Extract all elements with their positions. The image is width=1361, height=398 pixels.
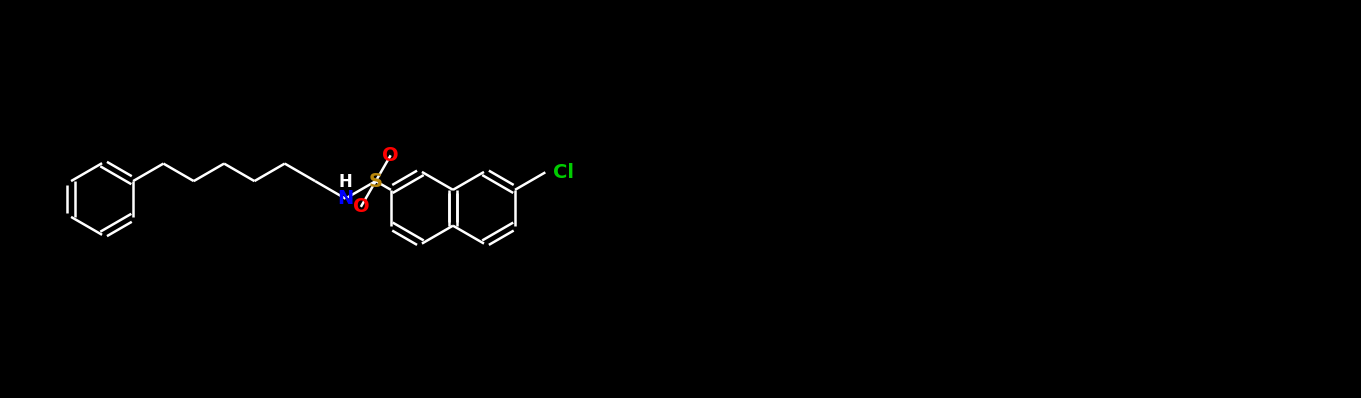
Text: N: N bbox=[338, 189, 354, 208]
Text: H: H bbox=[339, 173, 352, 191]
Text: S: S bbox=[369, 172, 382, 191]
Text: Cl: Cl bbox=[554, 163, 574, 182]
Text: O: O bbox=[352, 197, 369, 217]
Text: O: O bbox=[382, 146, 399, 165]
